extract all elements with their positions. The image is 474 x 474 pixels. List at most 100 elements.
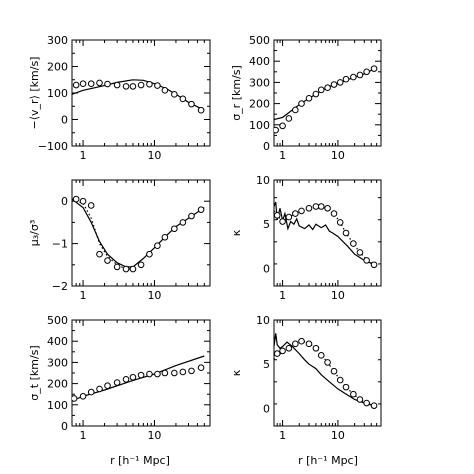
y-tick-label: −1 — [52, 238, 68, 251]
data-point — [188, 367, 195, 375]
data-point — [161, 233, 169, 241]
data-point — [179, 368, 187, 376]
x-tick-label: 10 — [147, 289, 161, 302]
y-tick-label: 0 — [263, 262, 270, 275]
data-point — [312, 90, 320, 98]
data-point — [104, 382, 111, 390]
data-point — [342, 75, 350, 83]
y-tick-label: 300 — [249, 76, 270, 89]
data-point — [342, 229, 350, 237]
data-point — [179, 219, 187, 226]
data-point — [279, 122, 286, 130]
data-point — [96, 385, 103, 393]
data-point — [122, 83, 130, 90]
plot-frame — [273, 39, 382, 147]
panel-left-2: 1 10 −2 −1 0 μ₃/σ³ — [28, 179, 211, 302]
data-point — [104, 80, 111, 88]
data-point — [171, 91, 178, 98]
data-point — [72, 395, 78, 402]
plot-frame — [273, 179, 382, 287]
data-point — [324, 84, 331, 91]
data-point — [129, 83, 137, 90]
data-point — [350, 390, 357, 398]
data-point — [285, 344, 293, 352]
data-point — [104, 257, 111, 264]
x-tick-label: 10 — [147, 429, 161, 442]
data-point — [330, 81, 338, 88]
data-point — [370, 65, 378, 72]
y-tick-label: 200 — [47, 61, 68, 74]
data-point — [292, 340, 299, 348]
x-tick-label: 1 — [80, 149, 87, 162]
data-point — [298, 337, 305, 345]
data-point — [312, 203, 320, 210]
data-point — [146, 370, 153, 378]
dotted-series-line — [72, 198, 133, 270]
data-point — [350, 240, 357, 247]
y-tick-label: 400 — [249, 55, 270, 68]
x-axis-label-left: r [h⁻¹ Mpc] — [110, 454, 170, 467]
y-tick-label: 200 — [47, 378, 68, 391]
data-point — [179, 95, 187, 103]
data-point — [197, 106, 205, 114]
y-tick-label: 200 — [249, 98, 270, 111]
data-point — [113, 81, 121, 89]
solid-series-line — [274, 201, 377, 267]
data-point — [72, 81, 80, 89]
data-point — [285, 115, 293, 122]
y-tick-label: 100 — [47, 399, 68, 412]
data-point — [154, 370, 161, 378]
y-axis-label: κ — [230, 369, 243, 376]
data-point — [298, 100, 305, 107]
x-tick-label: 10 — [331, 289, 345, 302]
x-tick-label: 1 — [80, 289, 87, 302]
data-point — [129, 373, 137, 381]
x-tick-label: 10 — [147, 149, 161, 162]
data-point — [79, 393, 87, 400]
data-point — [161, 87, 169, 94]
data-point — [146, 80, 153, 88]
data-point — [279, 347, 286, 355]
data-point — [122, 265, 130, 273]
data-point — [305, 204, 313, 212]
data-point — [370, 261, 378, 269]
y-tick-label: 10 — [256, 314, 270, 327]
x-tick-label: 1 — [279, 149, 286, 162]
data-point — [324, 359, 331, 366]
data-point — [305, 95, 313, 102]
x-tick-label: 10 — [331, 429, 345, 442]
data-point — [87, 80, 95, 88]
solid-series-line — [72, 79, 205, 111]
panel-right-2: 1 10 0 5 10 κ — [230, 174, 382, 302]
data-point — [188, 100, 195, 108]
data-point — [356, 396, 364, 403]
x-tick-label: 1 — [279, 429, 286, 442]
data-point — [317, 203, 325, 210]
data-point — [363, 68, 370, 76]
data-point — [79, 80, 87, 88]
y-axis-label: −⟨v_r⟩ [km/s] — [28, 57, 41, 130]
y-axis-label: μ₃/σ³ — [28, 220, 41, 247]
y-tick-label: 5 — [263, 358, 270, 371]
y-tick-label: 0 — [61, 114, 68, 127]
data-point — [274, 212, 281, 219]
data-point — [330, 367, 338, 375]
data-point — [324, 204, 331, 212]
data-point — [342, 383, 350, 391]
data-point — [161, 369, 169, 377]
data-point — [330, 210, 338, 217]
y-axis-label: σ_t [km/s] — [28, 345, 41, 400]
data-point — [87, 388, 95, 396]
data-point — [298, 207, 305, 215]
panel-right-3: 1 10 0 5 10 κ — [230, 314, 382, 442]
y-tick-label: −100 — [38, 140, 68, 153]
plot-frame — [71, 179, 211, 287]
data-point — [137, 371, 145, 379]
data-point — [317, 86, 325, 94]
y-tick-label: 500 — [47, 314, 68, 327]
x-tick-label: 10 — [331, 149, 345, 162]
data-point — [336, 219, 344, 226]
data-point — [363, 257, 370, 264]
